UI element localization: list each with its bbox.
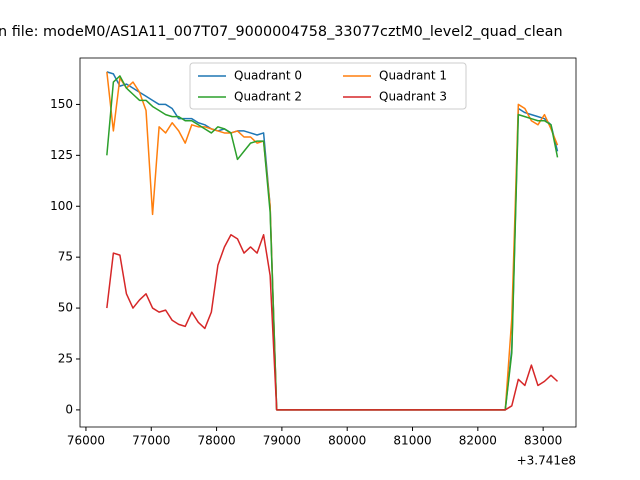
y-tick-label: 125 xyxy=(50,148,73,162)
chart-title: n file: modeM0/AS1A11_007T07_9000004758_… xyxy=(0,24,563,40)
legend-label: Quadrant 1 xyxy=(379,69,447,83)
y-tick-label: 50 xyxy=(58,301,73,315)
series-line xyxy=(106,71,559,411)
y-tick-label: 0 xyxy=(65,402,73,416)
series-line xyxy=(106,75,559,411)
legend-label: Quadrant 2 xyxy=(234,90,302,104)
x-offset-label: +3.741e8 xyxy=(517,454,576,468)
x-tick-label: 77000 xyxy=(132,434,170,448)
x-tick-label: 78000 xyxy=(197,434,235,448)
series-line xyxy=(106,234,559,411)
x-tick-label: 80000 xyxy=(328,434,366,448)
x-tick-label: 82000 xyxy=(459,434,497,448)
x-tick-label: 81000 xyxy=(393,434,431,448)
legend-label: Quadrant 3 xyxy=(379,90,447,104)
x-tick-label: 79000 xyxy=(263,434,301,448)
series-line xyxy=(106,71,559,411)
y-tick-label: 150 xyxy=(50,97,73,111)
legend-label: Quadrant 0 xyxy=(234,69,302,83)
y-tick-label: 75 xyxy=(58,250,73,264)
y-tick-label: 25 xyxy=(58,351,73,365)
plot-frame xyxy=(79,57,577,428)
x-tick-label: 76000 xyxy=(67,434,105,448)
x-tick-label: 83000 xyxy=(524,434,562,448)
legend-box xyxy=(189,62,467,110)
y-tick-label: 100 xyxy=(50,199,73,213)
